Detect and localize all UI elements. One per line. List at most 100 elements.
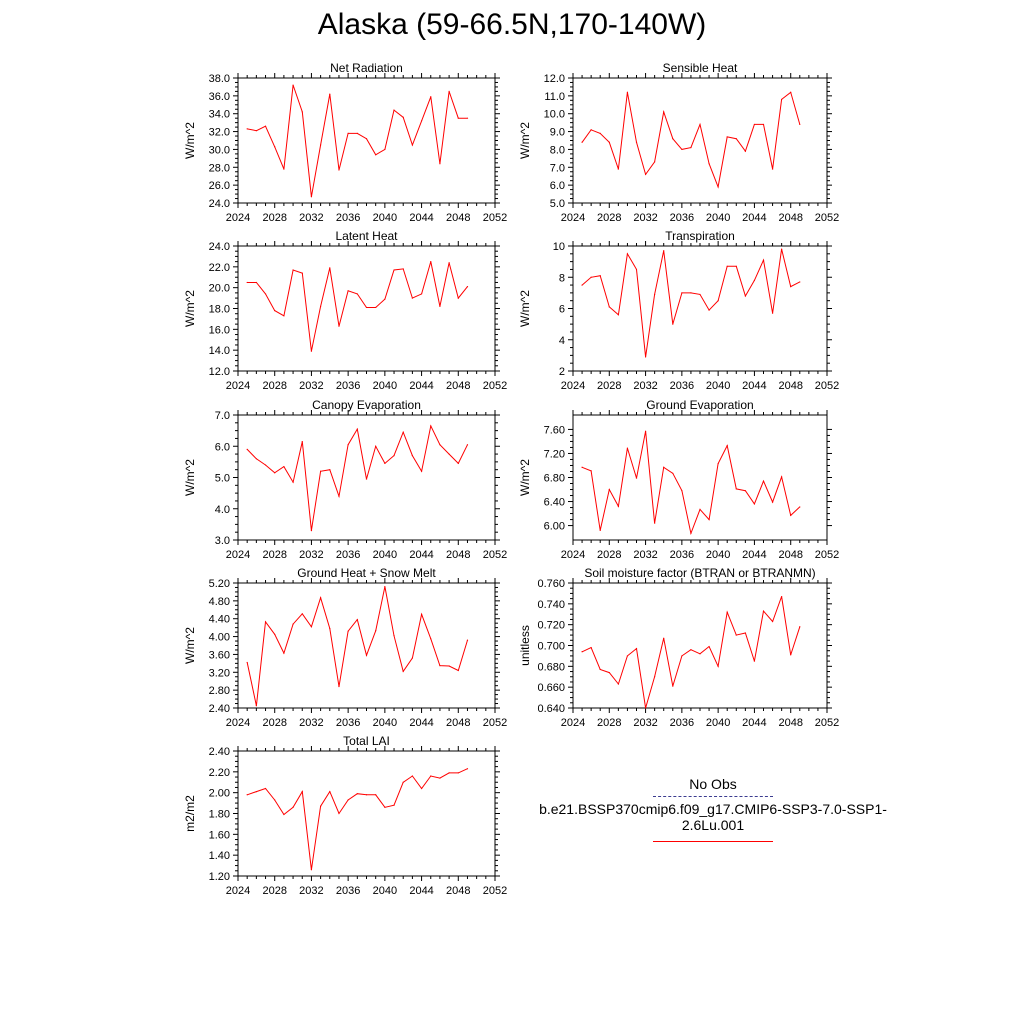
data-point xyxy=(246,448,248,450)
x-tick-label: 2036 xyxy=(670,717,694,729)
data-point xyxy=(329,791,331,793)
x-tick-label: 2052 xyxy=(483,212,507,224)
data-point xyxy=(356,619,358,621)
data-point xyxy=(617,168,619,170)
y-tick-label: 5.0 xyxy=(215,473,230,485)
data-point xyxy=(255,791,257,793)
data-point xyxy=(581,466,583,468)
x-tick-label: 2040 xyxy=(373,380,397,392)
x-tick-label: 2048 xyxy=(778,212,802,224)
data-point xyxy=(439,444,441,446)
data-point xyxy=(375,154,377,156)
data-point xyxy=(347,290,349,292)
x-tick-label: 2040 xyxy=(373,885,397,897)
y-tick-label: 1.80 xyxy=(209,809,230,821)
data-point xyxy=(411,455,413,457)
data-point xyxy=(420,787,423,790)
panel-4: Canopy Evaporation 2024 2028 2032 2036 2040 20… xyxy=(183,398,507,561)
data-point xyxy=(708,163,710,165)
data-point xyxy=(393,455,395,457)
data-point xyxy=(735,634,737,636)
data-point xyxy=(292,84,294,86)
x-tick-label: 2024 xyxy=(226,549,250,561)
y-tick-label: 0.680 xyxy=(537,661,565,673)
data-point xyxy=(430,261,432,263)
data-point xyxy=(274,146,276,148)
data-point xyxy=(292,806,294,808)
data-point xyxy=(255,130,257,132)
data-point xyxy=(384,806,386,808)
data-point xyxy=(320,597,322,599)
data-point xyxy=(292,269,294,271)
data-point xyxy=(356,293,358,295)
data-point xyxy=(466,286,469,288)
data-point xyxy=(608,141,610,143)
data-point xyxy=(365,138,368,140)
y-tick-label: 20.0 xyxy=(209,283,230,295)
data-point xyxy=(663,466,665,468)
x-tick-label: 2048 xyxy=(778,717,802,729)
data-point xyxy=(608,671,610,674)
data-point xyxy=(735,138,737,140)
x-tick-label: 2044 xyxy=(409,212,433,224)
x-tick-label: 2024 xyxy=(561,380,585,392)
data-point xyxy=(781,476,783,478)
data-point xyxy=(448,262,450,264)
data-point xyxy=(430,638,432,640)
x-tick-label: 2028 xyxy=(262,380,286,392)
x-tick-label: 2036 xyxy=(670,212,694,224)
x-tick-label: 2024 xyxy=(226,717,250,729)
data-point xyxy=(384,585,386,588)
data-point xyxy=(329,627,331,630)
data-point xyxy=(708,309,710,311)
y-tick-label: 2.20 xyxy=(209,767,230,779)
data-point xyxy=(310,626,313,628)
data-point xyxy=(617,314,619,316)
data-point xyxy=(717,300,719,302)
data-point xyxy=(448,90,450,92)
y-tick-label: 6.00 xyxy=(544,521,565,533)
data-point xyxy=(375,630,377,632)
data-point xyxy=(771,620,774,623)
data-point xyxy=(626,253,629,255)
y-tick-label: 3.20 xyxy=(209,667,230,679)
data-point xyxy=(781,595,783,598)
y-tick-label: 12.0 xyxy=(209,366,230,378)
data-point xyxy=(726,611,728,613)
data-point xyxy=(274,309,276,312)
x-tick-label: 2052 xyxy=(815,717,839,729)
x-tick-label: 2048 xyxy=(446,380,470,392)
data-point xyxy=(466,444,469,446)
data-point xyxy=(255,705,257,707)
data-point xyxy=(681,655,683,657)
data-point xyxy=(283,168,285,170)
data-point xyxy=(599,529,601,531)
data-point xyxy=(301,272,303,274)
x-tick-label: 2032 xyxy=(633,549,657,561)
x-tick-label: 2044 xyxy=(742,380,766,392)
data-point xyxy=(635,648,638,650)
y-tick-label: 10.0 xyxy=(544,109,565,121)
data-point xyxy=(301,440,303,443)
data-point xyxy=(690,649,692,651)
data-point xyxy=(681,148,683,151)
data-point xyxy=(246,281,248,284)
y-tick-label: 5.0 xyxy=(550,198,565,210)
data-point xyxy=(799,626,801,628)
data-point xyxy=(393,109,395,111)
x-tick-label: 2044 xyxy=(409,717,433,729)
x-tick-label: 2032 xyxy=(633,212,657,224)
panel-7: Soil moisture factor (BTRAN or BTRANMN) 2… xyxy=(518,566,839,729)
data-point xyxy=(681,292,683,294)
data-point xyxy=(347,444,349,446)
data-point xyxy=(690,532,692,534)
data-point xyxy=(347,132,349,134)
data-point xyxy=(457,297,459,299)
x-tick-label: 2044 xyxy=(409,380,433,392)
data-point xyxy=(402,670,404,672)
x-tick-label: 2036 xyxy=(670,549,694,561)
data-point xyxy=(626,655,629,657)
data-point xyxy=(744,632,746,634)
plot-frame xyxy=(237,750,496,877)
y-tick-label: 8.0 xyxy=(550,144,565,156)
